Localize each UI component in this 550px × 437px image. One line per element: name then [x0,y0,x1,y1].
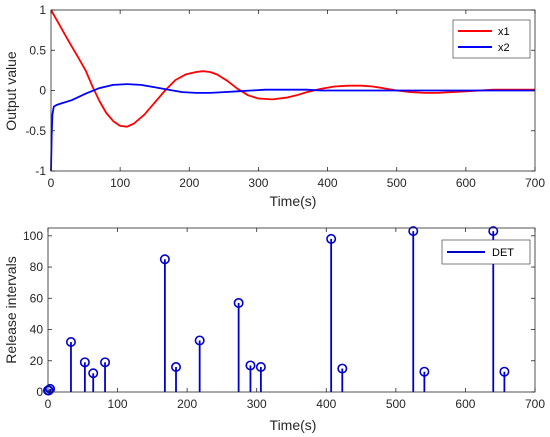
top-y-axis-label: Output value [3,51,19,131]
top-x-tick-label: 0 [48,176,55,190]
top-y-tick-label: 1 [39,3,46,17]
stem-marker [337,363,348,374]
bottom-x-axis-label: Time(s) [270,417,317,433]
top-x-axis-label: Time(s) [270,193,317,209]
bottom-y-tick-label: 80 [30,260,44,274]
bottom-x-tick-label: 200 [177,397,197,411]
top-y-tick-label: -0.5 [25,124,46,138]
bottom-ticks-group: 0 100 200 300 400 500 600 700 0 20 40 60 80 100 [23,228,545,411]
series-x1-line [50,9,535,128]
bottom-y-axis-label: Release intervals [3,256,19,363]
top-y-tick-label: 0.5 [29,43,46,57]
stem-marker [255,362,266,373]
legend-det-label: DET [492,247,514,259]
stem-marker [43,385,54,396]
stem-marker [245,360,256,371]
stem-marker [488,226,499,237]
stem-marker [159,254,170,265]
stem-marker [499,366,510,377]
stem-marker [233,297,244,308]
legend-x1-label: x1 [498,26,510,38]
bottom-x-tick-label: 100 [108,397,128,411]
bottom-x-tick-label: 300 [247,397,267,411]
stem-marker [419,366,430,377]
bottom-y-tick-label: 100 [23,229,43,243]
bottom-y-tick-label: 60 [30,291,44,305]
top-legend-box [452,19,531,59]
bottom-y-tick-label: 0 [36,385,43,399]
stem-marker [45,383,56,394]
top-x-tick-label: 400 [318,176,338,190]
top-legend: x1 x2 [452,19,531,59]
bottom-y-tick-label: 20 [30,354,44,368]
bottom-series-group [42,226,510,396]
stem-marker [100,357,111,368]
series-x2-line [50,83,535,172]
top-x-tick-label: 300 [248,176,268,190]
stem-marker [326,233,337,244]
stem-marker [88,368,99,379]
top-x-tick-label: 200 [179,176,199,190]
bottom-x-tick-label: 400 [316,397,336,411]
bottom-legend-box [441,239,531,265]
top-x-tick-label: 100 [110,176,130,190]
stem-marker [408,226,419,237]
bottom-x-tick-label: 600 [455,397,475,411]
top-x-tick-label: 700 [525,176,545,190]
bottom-x-tick-label: 0 [45,397,52,411]
top-y-tick-label: -1 [35,164,46,178]
top-x-tick-label: 600 [456,176,476,190]
top-series-group [50,9,535,172]
top-plot: 0 100 200 300 400 500 600 700 -1 -0.5 0 0.5 1 Time(s… [3,3,545,209]
stem-marker [194,335,205,346]
bottom-x-tick-label: 500 [386,397,406,411]
top-x-tick-label: 500 [387,176,407,190]
bottom-axes-box [47,227,536,393]
top-ticks-group: 0 100 200 300 400 500 600 700 -1 -0.5 0 0.5 1 [25,3,545,190]
stem-marker [79,357,90,368]
bottom-legend: DET [441,239,531,265]
bottom-plot: 0 100 200 300 400 500 600 700 0 20 40 60 80 100 Time(… [3,226,545,433]
stem-marker [65,337,76,348]
stem-marker [171,362,182,373]
bottom-x-tick-label: 700 [525,397,545,411]
top-y-tick-label: 0 [39,84,46,98]
bottom-y-tick-label: 40 [30,323,44,337]
legend-x2-label: x2 [498,42,510,54]
